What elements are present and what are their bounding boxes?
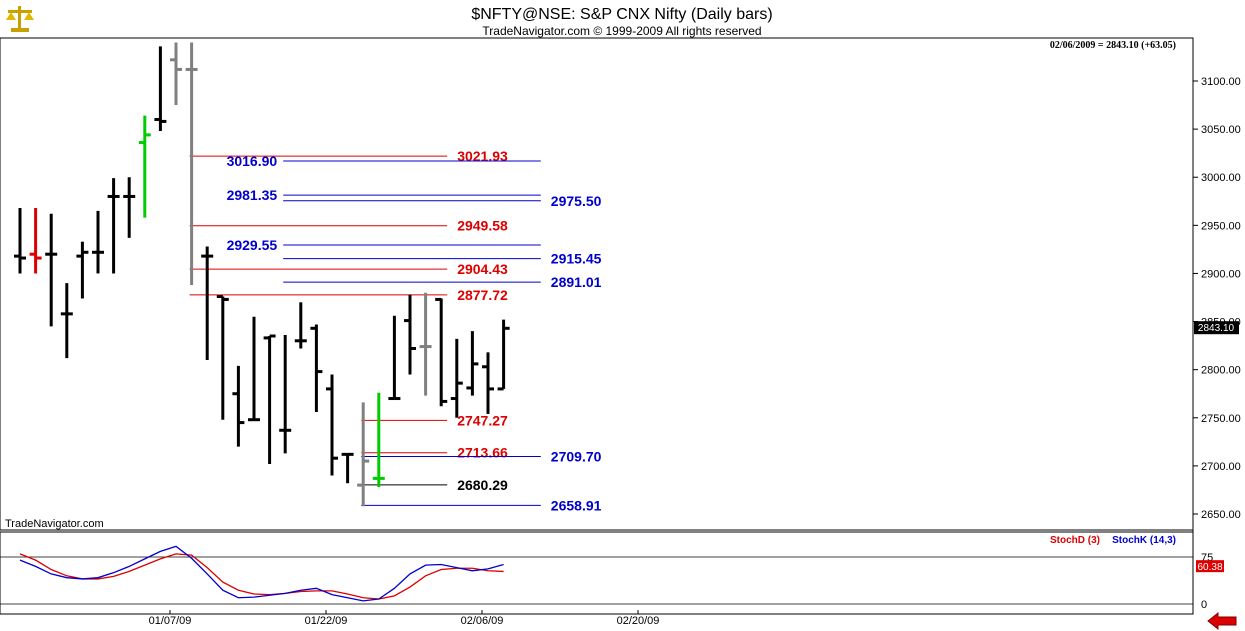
ohlc-bar	[419, 292, 432, 396]
ohlc-bar	[341, 452, 354, 484]
price-tick-label: 2800.00	[1201, 365, 1241, 377]
ohlc-bar	[154, 46, 167, 132]
ohlc-bar	[466, 331, 479, 396]
level-label: 2658.91	[551, 497, 602, 513]
level-label: 2904.43	[457, 261, 508, 277]
scales-icon	[6, 6, 34, 32]
stoch-series-line	[19, 545, 504, 602]
ohlc-bar	[310, 324, 323, 413]
stoch-last-value-tag: 60.38	[1196, 560, 1224, 573]
chart-subtitle: TradeNavigator.com © 1999-2009 All right…	[482, 24, 761, 38]
level-label: 2975.50	[551, 193, 602, 209]
ohlc-bar	[185, 42, 198, 285]
ohlc-bar	[497, 319, 510, 391]
stochastic-lines	[19, 545, 504, 602]
last-quote-label: 02/06/2009 = 2843.10 (+63.05)	[1050, 40, 1176, 51]
ohlc-bar	[482, 352, 494, 414]
ohlc-bar	[170, 42, 182, 106]
support-resistance-levels: 3021.93 3016.90 2981.35 2975.50 2949.58 2929.…	[189, 148, 602, 513]
level-label: 3016.90	[227, 153, 278, 169]
ohlc-bar	[138, 115, 151, 218]
level-label: 2915.45	[551, 251, 602, 267]
level-label: 2709.70	[551, 449, 602, 465]
watermark-label: TradeNavigator.com	[5, 518, 104, 530]
ohlc-bar	[404, 294, 416, 375]
price-tick-label: 2750.00	[1201, 413, 1241, 425]
ohlc-bar	[107, 178, 120, 274]
ohlc-bar	[45, 213, 58, 327]
price-tick-label: 2650.00	[1201, 509, 1241, 521]
date-tick-label: 02/20/09	[617, 615, 660, 627]
last-price-tag: 2843.10	[1194, 321, 1239, 335]
ohlc-bar	[201, 246, 214, 361]
date-tick-label: 02/06/09	[461, 615, 504, 627]
ohlc-bars	[14, 42, 510, 507]
ohlc-bar	[29, 208, 42, 274]
price-tick-label: 2700.00	[1201, 461, 1241, 473]
ohlc-bar	[263, 334, 276, 464]
level-label: 2747.27	[457, 412, 508, 428]
ohlc-bar	[60, 283, 73, 359]
ohlc-bar	[123, 177, 136, 238]
price-tick-label: 3000.00	[1201, 172, 1241, 184]
ohlc-bar	[248, 316, 260, 422]
date-tick-label: 01/07/09	[149, 615, 192, 627]
stoch-tick-label: 0	[1201, 599, 1207, 611]
level-label: 2929.55	[227, 237, 278, 253]
scroll-left-arrow-icon[interactable]	[1207, 611, 1237, 631]
level-label: 2713.66	[457, 445, 508, 461]
level-label: 2981.35	[227, 187, 278, 203]
stoch-series-line	[19, 553, 504, 600]
price-tick-label: 2950.00	[1201, 220, 1241, 232]
chart-title: $NFTY@NSE: S&P CNX Nifty (Daily bars)	[471, 6, 772, 23]
legend-stoch-d: StochD (3)	[1050, 535, 1100, 546]
svg-text:2843.10: 2843.10	[1198, 323, 1235, 334]
price-tick-label: 2900.00	[1201, 268, 1241, 280]
stochastic-panel	[0, 531, 1194, 615]
ohlc-bar	[326, 374, 338, 476]
price-tick-label: 3100.00	[1201, 76, 1241, 88]
ohlc-bar	[294, 302, 307, 349]
date-tick-label: 01/22/09	[305, 615, 348, 627]
svg-text:60.38: 60.38	[1197, 562, 1222, 573]
ohlc-bar	[357, 402, 370, 507]
ohlc-bar	[216, 295, 229, 420]
ohlc-bar	[279, 335, 292, 454]
level-label: 3021.93	[457, 148, 508, 164]
level-label: 2891.01	[551, 274, 602, 290]
date-axis: 01/07/09 01/22/09 02/06/09 02/20/09	[149, 610, 660, 627]
ohlc-bar	[232, 365, 245, 447]
level-label: 2877.72	[457, 287, 508, 303]
price-panel	[0, 37, 1194, 531]
ohlc-bar	[14, 208, 26, 274]
price-axis: 3100.003050.003000.002950.002900.002850.…	[1193, 76, 1241, 521]
price-tick-label: 3050.00	[1201, 124, 1241, 136]
level-label: 2680.29	[457, 477, 508, 493]
level-label: 2949.58	[457, 218, 508, 234]
ohlc-bar	[450, 338, 463, 418]
ohlc-bar	[76, 241, 89, 299]
ohlc-bar	[372, 392, 385, 488]
ohlc-bar	[435, 297, 448, 407]
legend-stoch-k: StochK (14,3)	[1112, 535, 1176, 546]
ohlc-bar	[92, 210, 104, 274]
ohlc-bar	[388, 315, 401, 401]
